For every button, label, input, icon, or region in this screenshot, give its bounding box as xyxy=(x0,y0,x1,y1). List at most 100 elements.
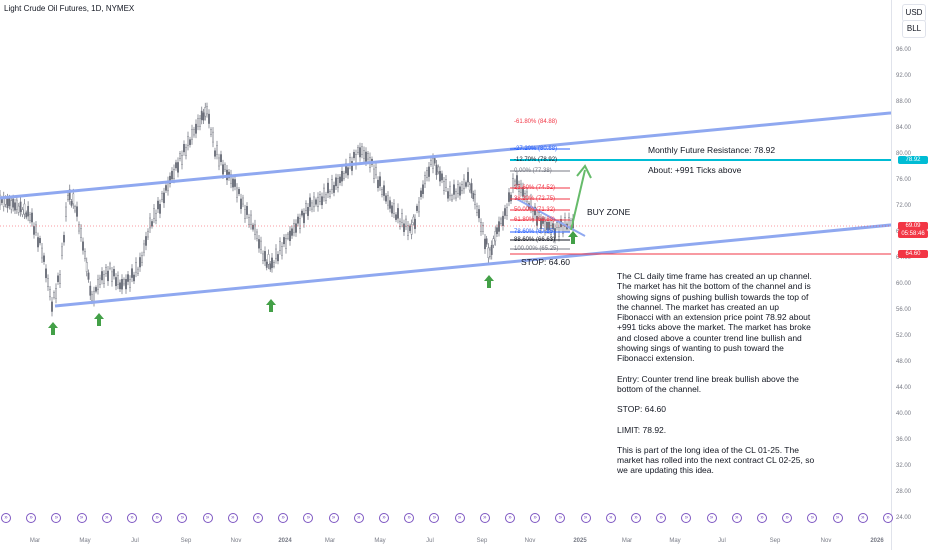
price-tick-label: 80.00 xyxy=(896,151,912,157)
candle-body xyxy=(27,206,30,217)
candle-body xyxy=(8,198,11,207)
event-icon[interactable]: » xyxy=(782,513,793,523)
event-icon[interactable]: » xyxy=(227,513,238,523)
event-icon[interactable]: » xyxy=(706,513,717,523)
event-icon[interactable]: » xyxy=(479,513,490,523)
candle-body xyxy=(293,223,295,233)
price-axis[interactable] xyxy=(891,0,932,550)
event-icon[interactable]: » xyxy=(505,513,515,523)
unit-button[interactable]: BLL xyxy=(902,20,926,38)
candle-body xyxy=(480,222,482,232)
buy-arrow-icon xyxy=(48,322,58,335)
event-icon[interactable]: » xyxy=(656,513,667,523)
description-paragraph: Entry: Counter trend line break bullish … xyxy=(617,373,799,394)
event-icon[interactable]: » xyxy=(580,513,591,523)
candle-body xyxy=(109,263,111,269)
candle-body xyxy=(538,212,540,219)
candle-body xyxy=(514,180,516,186)
event-icon[interactable]: » xyxy=(379,513,389,523)
event-icon[interactable]: » xyxy=(152,513,163,523)
event-icon[interactable]: » xyxy=(253,513,263,523)
event-icon[interactable]: » xyxy=(303,513,314,523)
event-icon[interactable]: » xyxy=(454,513,465,523)
candle-body xyxy=(430,159,432,165)
candle-body xyxy=(189,139,191,146)
candle-body xyxy=(367,153,369,160)
candle-body xyxy=(99,277,101,285)
candle-body xyxy=(85,262,88,272)
time-tick-label: 2026 xyxy=(870,538,884,544)
event-icon[interactable]: » xyxy=(731,513,742,523)
candle-body xyxy=(459,186,461,196)
price-tick-label: 92.00 xyxy=(896,73,912,79)
event-icon[interactable]: » xyxy=(605,513,616,523)
candle-body xyxy=(101,271,103,281)
event-icon[interactable]: » xyxy=(429,513,440,523)
event-icon[interactable]: » xyxy=(51,513,62,523)
event-icon[interactable]: » xyxy=(278,513,289,523)
candle-body xyxy=(399,220,401,228)
candle-body xyxy=(68,189,71,200)
time-tick-label: Sep xyxy=(476,538,488,544)
price-tick-label: 40.00 xyxy=(896,411,912,417)
candle-body xyxy=(536,216,538,226)
event-icon[interactable]: » xyxy=(832,513,843,523)
event-icon[interactable]: » xyxy=(1,513,11,523)
event-icon[interactable]: » xyxy=(404,513,415,523)
resistance-price-badge: 78.92 xyxy=(898,156,928,164)
candle-body xyxy=(420,190,422,197)
candle-body xyxy=(467,172,469,183)
candle-body xyxy=(12,198,15,208)
event-icon[interactable]: » xyxy=(757,513,767,523)
event-icon[interactable]: » xyxy=(883,513,893,523)
event-icon[interactable]: » xyxy=(26,513,37,523)
candle-body xyxy=(97,279,99,290)
event-icon[interactable]: » xyxy=(328,513,339,523)
event-icon[interactable]: » xyxy=(353,513,364,523)
fibonacci-levels xyxy=(510,148,570,250)
event-icon[interactable]: » xyxy=(530,513,541,523)
candle-body xyxy=(550,225,552,235)
event-icon[interactable]: » xyxy=(202,513,213,523)
price-chart[interactable] xyxy=(0,0,891,550)
candle-body xyxy=(214,150,216,157)
candle-body xyxy=(439,171,441,182)
event-icon[interactable]: » xyxy=(681,513,692,523)
fib-level-label: -61.80% (84.88) xyxy=(514,119,558,125)
candle-body xyxy=(291,228,293,236)
event-icon[interactable]: » xyxy=(127,513,137,523)
event-icon[interactable]: » xyxy=(807,513,818,523)
candle-body xyxy=(410,224,413,235)
event-icon[interactable]: » xyxy=(857,513,868,523)
event-icon[interactable]: » xyxy=(101,513,112,523)
event-icon[interactable]: » xyxy=(177,513,188,523)
candle-body xyxy=(93,291,95,302)
candle-body xyxy=(31,212,33,223)
price-tick-label: 64.00 xyxy=(896,255,912,261)
candle-body xyxy=(173,169,175,179)
candle-body xyxy=(484,238,486,250)
time-tick-label: May xyxy=(79,538,91,544)
candle-body xyxy=(262,253,264,261)
event-icon[interactable]: » xyxy=(76,513,87,523)
candle-body xyxy=(331,179,333,190)
candle-body xyxy=(323,187,325,198)
candle-body xyxy=(80,228,82,238)
channel-top-line xyxy=(0,111,891,200)
candle-body xyxy=(193,129,195,136)
candle-body xyxy=(15,199,18,210)
candle-body xyxy=(39,237,41,244)
candle-body xyxy=(177,162,179,173)
candle-body xyxy=(391,205,393,214)
candle-body xyxy=(333,185,335,193)
candle-body xyxy=(171,170,173,180)
candle-body xyxy=(287,233,289,239)
chart-title: Light Crude Oil Futures, 1D, NYMEX xyxy=(4,4,135,13)
candle-body xyxy=(265,261,268,268)
event-icon[interactable]: » xyxy=(555,513,566,523)
event-icon[interactable]: » xyxy=(631,513,641,523)
time-tick-label: May xyxy=(374,538,386,544)
candle-body xyxy=(107,270,109,282)
candle-body xyxy=(273,261,275,267)
candle-body xyxy=(534,206,536,216)
